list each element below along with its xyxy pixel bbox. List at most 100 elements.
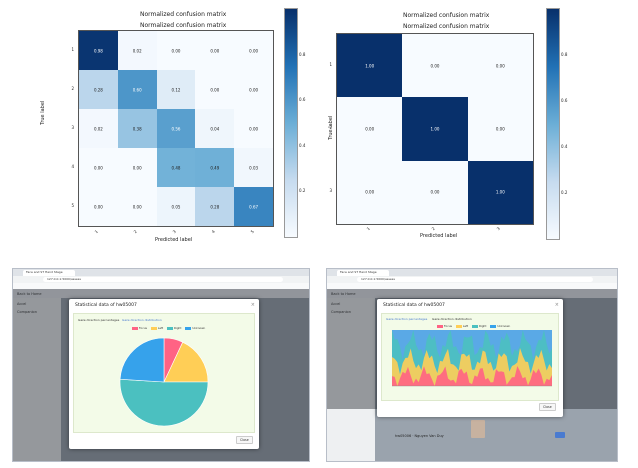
legend-item-focus[interactable]: Focus [129, 326, 147, 330]
colorbar-tick: 0.8 [299, 51, 306, 57]
sidebar-item-companion[interactable]: Companion [17, 310, 37, 314]
address-bar[interactable]: 127.0.0.1:5000/assess [43, 277, 283, 282]
cm-cell: 0.00 [195, 31, 235, 70]
cm-cell: 0.02 [79, 109, 118, 148]
legend-item-left[interactable]: Left [453, 324, 468, 328]
cm-cell: 0.12 [156, 70, 196, 109]
cm-cell: 0.28 [195, 187, 235, 226]
cm-cell: 1.00 [337, 34, 403, 98]
browser-window-pie: Face and ST Hand Stage 127.0.0.1:5000/as… [12, 268, 310, 462]
cm-cell-value: 0.02 [93, 126, 103, 131]
cm-cell: 0.28 [79, 70, 118, 109]
browser-tab[interactable]: Face and ST Hand Stage [337, 270, 389, 276]
app-header: Back to Home [327, 289, 617, 298]
colorbar-tick: 0.6 [561, 98, 568, 103]
close-button[interactable]: Close [236, 436, 253, 444]
cm-cell: 0.00 [156, 31, 196, 70]
app-sidebar: Accel Companion [13, 298, 61, 461]
browser-tabbar: Face and ST Hand Stage [327, 269, 617, 276]
legend-item-right[interactable]: Right [164, 326, 181, 330]
legend-item-focus[interactable]: Focus [434, 324, 452, 328]
back-to-home-link[interactable]: Back to Home [17, 292, 42, 296]
cm-title-front: Normalized confusion matrix [140, 22, 227, 29]
cm-cell: 0.00 [79, 187, 118, 226]
cm-cell: 0.05 [156, 187, 196, 226]
pie-slice-unknown[interactable] [119, 337, 165, 383]
browser-tabbar: Face and ST Hand Stage [13, 269, 309, 276]
cm-cell: 0.04 [195, 109, 235, 148]
browser-tab[interactable]: Face and ST Hand Stage [23, 270, 75, 276]
colorbar-tick: 0.4 [561, 144, 568, 149]
app-header: Back to Home [13, 289, 309, 298]
cm-cell-value: 0.00 [495, 63, 505, 69]
close-icon[interactable]: × [554, 302, 559, 308]
cm-cell: 1.00 [467, 160, 533, 224]
area-focus [392, 366, 552, 386]
legend-item-left[interactable]: Left [148, 326, 163, 330]
confusion-matrix-3class: Normalized confusion matrix Normalized c… [318, 0, 638, 245]
modal-content: Gaze direction percentages Gaze directio… [73, 313, 255, 433]
cm-title-back: Normalized confusion matrix [403, 12, 490, 19]
close-button[interactable]: Close [539, 403, 556, 411]
tab-gaze-percentages[interactable]: Gaze direction percentages [78, 318, 120, 322]
cm-cell: 0.00 [234, 109, 273, 148]
cm-cell-value: 1.00 [495, 189, 505, 195]
cm-cell-value: 0.28 [210, 204, 220, 209]
back-to-home-link[interactable]: Back to Home [331, 292, 356, 296]
tab-gaze-distribution[interactable]: Gaze direction distribution [122, 318, 162, 322]
cm-title-front: Normalized confusion matrix [403, 23, 490, 30]
cm-cell-value: 0.49 [210, 165, 220, 170]
modal-title: Statistical data of hw05007 [383, 303, 445, 308]
chart-legend: Focus Left Right Unknown [129, 326, 205, 330]
cm-grid: 0.98 0.02 0.00 0.00 0.00 0.28 0.60 0.12 0.00 0.00… [78, 30, 274, 227]
cm-col-label: 4 [210, 228, 216, 235]
close-icon[interactable]: × [250, 302, 255, 308]
legend-item-unknown[interactable]: Unknown [487, 324, 510, 328]
cm-title-back: Normalized confusion matrix [140, 11, 227, 18]
tab-gaze-percentages[interactable]: Gaze direction percentages [386, 317, 428, 321]
tab-gaze-distribution[interactable]: Gaze direction distribution [432, 317, 472, 321]
cm-row-label: 3 [71, 124, 74, 130]
cm-col-label: 3 [171, 228, 177, 235]
cm-col-label: 2 [430, 225, 436, 232]
cm-cell: 0.00 [234, 31, 273, 70]
row-action-button[interactable] [555, 432, 565, 438]
cm-col-labels: 1 2 3 4 5 [78, 228, 272, 236]
cm-cell-value: 0.02 [132, 48, 142, 53]
cm-cell: 0.00 [195, 70, 235, 109]
cm-cell-value: 0.00 [430, 63, 440, 69]
colorbar-tick: 0.8 [561, 52, 568, 57]
sidebar-item-companion[interactable]: Companion [331, 310, 351, 314]
cm-cell-value: 0.03 [249, 165, 259, 170]
cm-cell-value: 0.98 [93, 48, 103, 53]
sidebar-item-accel[interactable]: Accel [17, 302, 27, 306]
sidebar-item-accel[interactable]: Accel [331, 302, 341, 306]
cm-cell: 0.49 [195, 148, 235, 187]
legend-item-right[interactable]: Right [469, 324, 486, 328]
cm-cell: 0.00 [402, 34, 468, 98]
stats-modal: Statistical data of hw05007 × Gaze direc… [69, 299, 259, 449]
browser-urlbar: 127.0.0.1:5000/assess [13, 276, 309, 283]
cm-cell: 0.00 [79, 148, 118, 187]
cm-row-label: 4 [71, 163, 74, 169]
pie-slice-right[interactable] [119, 378, 209, 427]
legend-item-unknown[interactable]: Unknown [182, 326, 205, 330]
cm-row-label: 2 [329, 125, 332, 130]
cm-cell-value: 0.12 [171, 87, 181, 92]
cm-cell: 0.00 [467, 34, 533, 98]
cm-cell: 0.00 [117, 187, 157, 226]
cm-xlabel: Predicted label [420, 233, 458, 239]
confusion-matrix-5class: Normalized confusion matrix Normalized c… [0, 0, 310, 245]
cm-cell: 0.00 [402, 160, 468, 224]
cm-cell: 0.00 [234, 70, 273, 109]
address-bar[interactable]: 127.0.0.1:5000/assess [357, 277, 593, 282]
cm-cell: 0.02 [117, 31, 157, 70]
cm-cell-value: 0.00 [365, 126, 375, 132]
pie-slice-left[interactable] [163, 341, 209, 383]
cm-cell-value: 0.00 [430, 189, 440, 195]
cm-col-label: 3 [495, 225, 502, 232]
cm-row-label: 1 [71, 46, 74, 52]
cm-cell-value: 0.00 [171, 48, 181, 53]
cm-cell-value: 0.38 [132, 126, 142, 131]
colorbar-tick: 0.4 [299, 142, 306, 148]
